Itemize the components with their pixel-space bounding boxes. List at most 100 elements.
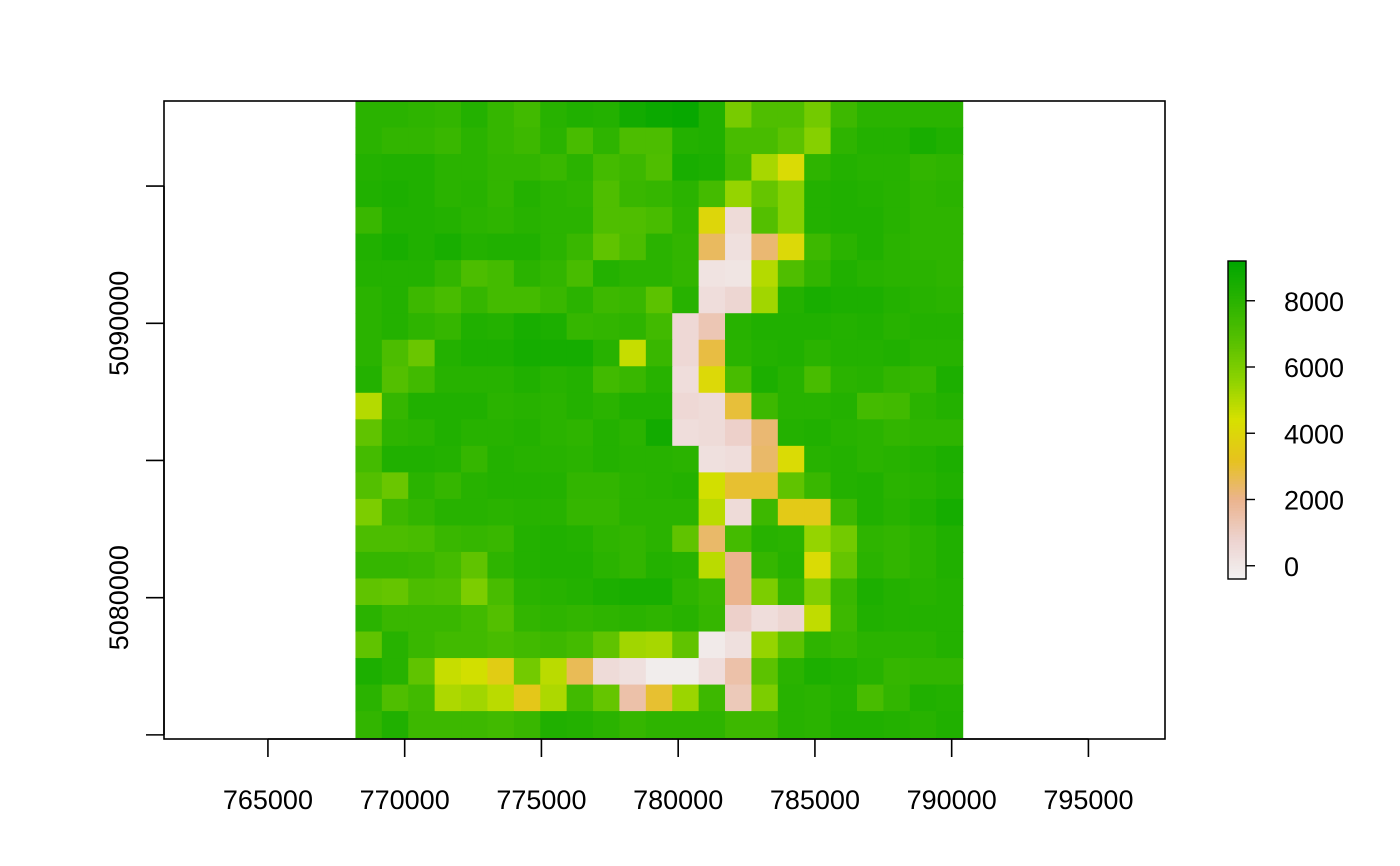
raster-cell xyxy=(804,101,832,129)
legend-swatch xyxy=(1228,321,1246,326)
raster-cell xyxy=(909,684,937,712)
raster-cell xyxy=(804,286,832,314)
raster-cell xyxy=(566,180,594,208)
raster-cell xyxy=(593,392,621,420)
raster-cell xyxy=(883,605,911,633)
legend-swatch xyxy=(1228,337,1246,341)
legend-swatch xyxy=(1228,557,1246,561)
raster-cell xyxy=(645,445,673,473)
raster-cell xyxy=(593,498,621,527)
raster-cell xyxy=(804,366,832,394)
raster-cell xyxy=(909,711,937,739)
raster-cell xyxy=(593,605,621,633)
x-tick-label: 780000 xyxy=(633,785,723,815)
raster-cell xyxy=(645,419,673,447)
raster-cell xyxy=(698,525,726,553)
raster-cell xyxy=(593,339,621,367)
raster-cell xyxy=(830,658,858,686)
raster-cell xyxy=(830,551,858,580)
raster-cell xyxy=(883,339,911,367)
legend-swatch xyxy=(1228,406,1246,410)
legend-swatch xyxy=(1228,380,1246,384)
raster-cell xyxy=(513,525,541,553)
raster-cell xyxy=(461,551,489,580)
legend-tick-label: 2000 xyxy=(1284,486,1344,516)
legend-swatch xyxy=(1228,351,1246,355)
raster-cell xyxy=(566,366,594,394)
raster-cell xyxy=(434,180,462,208)
raster-cell xyxy=(909,419,937,447)
raster-cell xyxy=(566,260,594,288)
raster-cell xyxy=(513,313,541,341)
raster-cell xyxy=(777,684,805,712)
raster-cell xyxy=(672,366,700,394)
raster-cell xyxy=(381,127,409,155)
legend-swatch xyxy=(1228,565,1246,569)
raster-cell xyxy=(593,207,621,235)
raster-cell xyxy=(461,101,489,129)
raster-cell xyxy=(645,605,673,633)
raster-cell xyxy=(698,207,726,235)
raster-cell xyxy=(408,101,436,129)
legend-swatch xyxy=(1228,335,1246,339)
raster-cell xyxy=(381,339,409,367)
legend-swatch xyxy=(1228,311,1246,315)
raster-cell xyxy=(672,445,700,473)
raster-cell xyxy=(883,392,911,420)
legend-swatch xyxy=(1228,523,1246,527)
raster-cell xyxy=(672,525,700,553)
raster-cell xyxy=(936,101,964,129)
raster-cell xyxy=(355,445,383,473)
x-tick-label: 775000 xyxy=(496,785,586,815)
legend-swatch xyxy=(1228,446,1246,450)
raster-cell xyxy=(487,180,515,208)
raster-cell xyxy=(566,445,594,473)
legend-swatch xyxy=(1228,435,1246,440)
legend-swatch xyxy=(1228,449,1246,453)
legend-swatch xyxy=(1228,427,1246,432)
raster-cell xyxy=(672,127,700,155)
x-tick-label: 795000 xyxy=(1043,785,1133,815)
raster-cell xyxy=(777,631,805,659)
raster-cell xyxy=(566,631,594,659)
raster-cell xyxy=(725,127,753,155)
raster-cell xyxy=(830,313,858,341)
raster-cell xyxy=(355,525,383,553)
raster-cell xyxy=(698,339,726,367)
legend-swatch xyxy=(1228,409,1246,413)
raster-cell xyxy=(830,101,858,129)
raster-cell xyxy=(355,207,383,235)
raster-cell xyxy=(566,525,594,553)
raster-cell xyxy=(909,445,937,473)
raster-cell xyxy=(461,366,489,394)
raster-cell xyxy=(645,711,673,739)
raster-cell xyxy=(725,366,753,394)
raster-cell xyxy=(830,605,858,633)
raster-cell xyxy=(909,233,937,261)
legend-swatch xyxy=(1228,441,1246,445)
raster-cell xyxy=(936,551,964,580)
raster-cell xyxy=(487,658,515,686)
raster-cell xyxy=(619,313,647,341)
raster-cell xyxy=(936,233,964,261)
raster-cell xyxy=(566,498,594,527)
y-tick-label: 5090000 xyxy=(104,271,134,376)
raster-cell xyxy=(381,498,409,527)
raster-cell xyxy=(487,472,515,500)
raster-cell xyxy=(672,101,700,129)
legend-swatch xyxy=(1228,308,1246,312)
raster-cell xyxy=(725,631,753,659)
legend-swatch xyxy=(1228,568,1246,572)
raster-cell xyxy=(593,366,621,394)
raster-cell xyxy=(461,498,489,527)
legend-swatch xyxy=(1228,398,1246,402)
raster-cell xyxy=(830,445,858,473)
raster-cell xyxy=(830,260,858,288)
raster-cell xyxy=(355,498,383,527)
raster-cell xyxy=(883,207,911,235)
raster-cell xyxy=(883,631,911,659)
raster-cell xyxy=(461,339,489,367)
raster-cell xyxy=(645,180,673,208)
raster-cell xyxy=(619,127,647,155)
raster-cell xyxy=(487,339,515,367)
